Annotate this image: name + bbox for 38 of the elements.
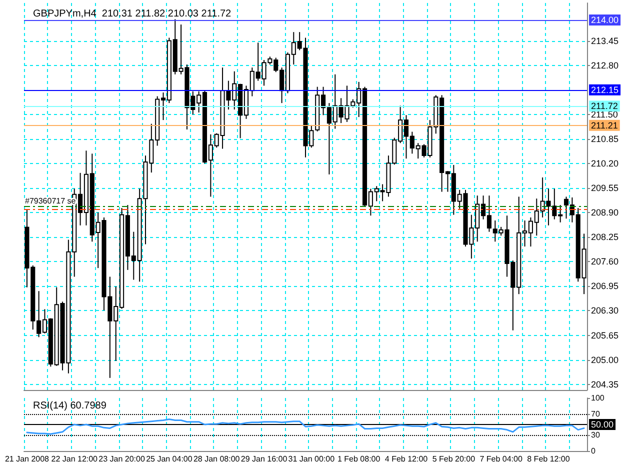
y-tick-label: 213.45 bbox=[591, 36, 619, 46]
y-tick-label: 207.60 bbox=[591, 256, 619, 267]
x-tick-label: 7 Feb 04:00 bbox=[480, 454, 523, 464]
y-tick-label: 208.25 bbox=[591, 232, 619, 242]
ref-line-label: 214.00 bbox=[591, 14, 619, 25]
y-tick-label: 212.80 bbox=[591, 60, 619, 70]
ref-line-label: 211.21 bbox=[591, 120, 618, 130]
y-tick-label: 210.85 bbox=[591, 134, 619, 144]
y-tick-label: 206.95 bbox=[591, 281, 619, 292]
x-tick-label: 29 Jan 16:00 bbox=[240, 454, 288, 464]
y-tick-label: 210.20 bbox=[591, 158, 619, 168]
x-tick-label: 31 Jan 00:00 bbox=[288, 454, 336, 464]
line-series bbox=[26, 418, 585, 435]
ref-line-label: 211.72 bbox=[591, 101, 618, 112]
chart-title: RSI(14) 60.7989 bbox=[33, 400, 107, 412]
y-tick-label: 30 bbox=[591, 430, 600, 440]
y-tick-label: 205.00 bbox=[591, 354, 619, 365]
y-tick-label: 211.50 bbox=[591, 109, 618, 120]
y-tick-label: 208.90 bbox=[591, 208, 619, 218]
y-tick-label: 205.65 bbox=[591, 330, 619, 340]
x-tick-label: 25 Jan 04:00 bbox=[146, 454, 193, 464]
x-tick-label: 1 Feb 08:00 bbox=[337, 454, 381, 464]
ref-line-label: 212.15 bbox=[591, 84, 619, 95]
text: GBPJPYm,H4 210.31 211.82 210.03 211.72 bbox=[33, 8, 232, 20]
y-tick-label: 204.35 bbox=[591, 379, 619, 390]
y-tick-label: 100 bbox=[591, 394, 605, 402]
y-tick-label: 70 bbox=[591, 409, 600, 418]
x-tick-label: 22 Jan 12:00 bbox=[51, 454, 98, 464]
y-tick-label: 0 bbox=[591, 446, 596, 456]
ref-line-label: 50.00 bbox=[591, 420, 614, 430]
y-tick-label: 209.55 bbox=[591, 183, 619, 194]
y-tick-label: 206.30 bbox=[591, 306, 619, 316]
x-tick-label: 4 Feb 12:00 bbox=[384, 454, 428, 464]
x-tick-label: 23 Jan 20:00 bbox=[98, 454, 146, 464]
x-tick-label: 8 Feb 12:00 bbox=[527, 454, 570, 464]
x-tick-label: 28 Jan 08:00 bbox=[193, 454, 240, 464]
x-tick-label: 21 Jan 2008 bbox=[4, 454, 50, 464]
x-tick-label: 5 Feb 20:00 bbox=[432, 454, 476, 464]
